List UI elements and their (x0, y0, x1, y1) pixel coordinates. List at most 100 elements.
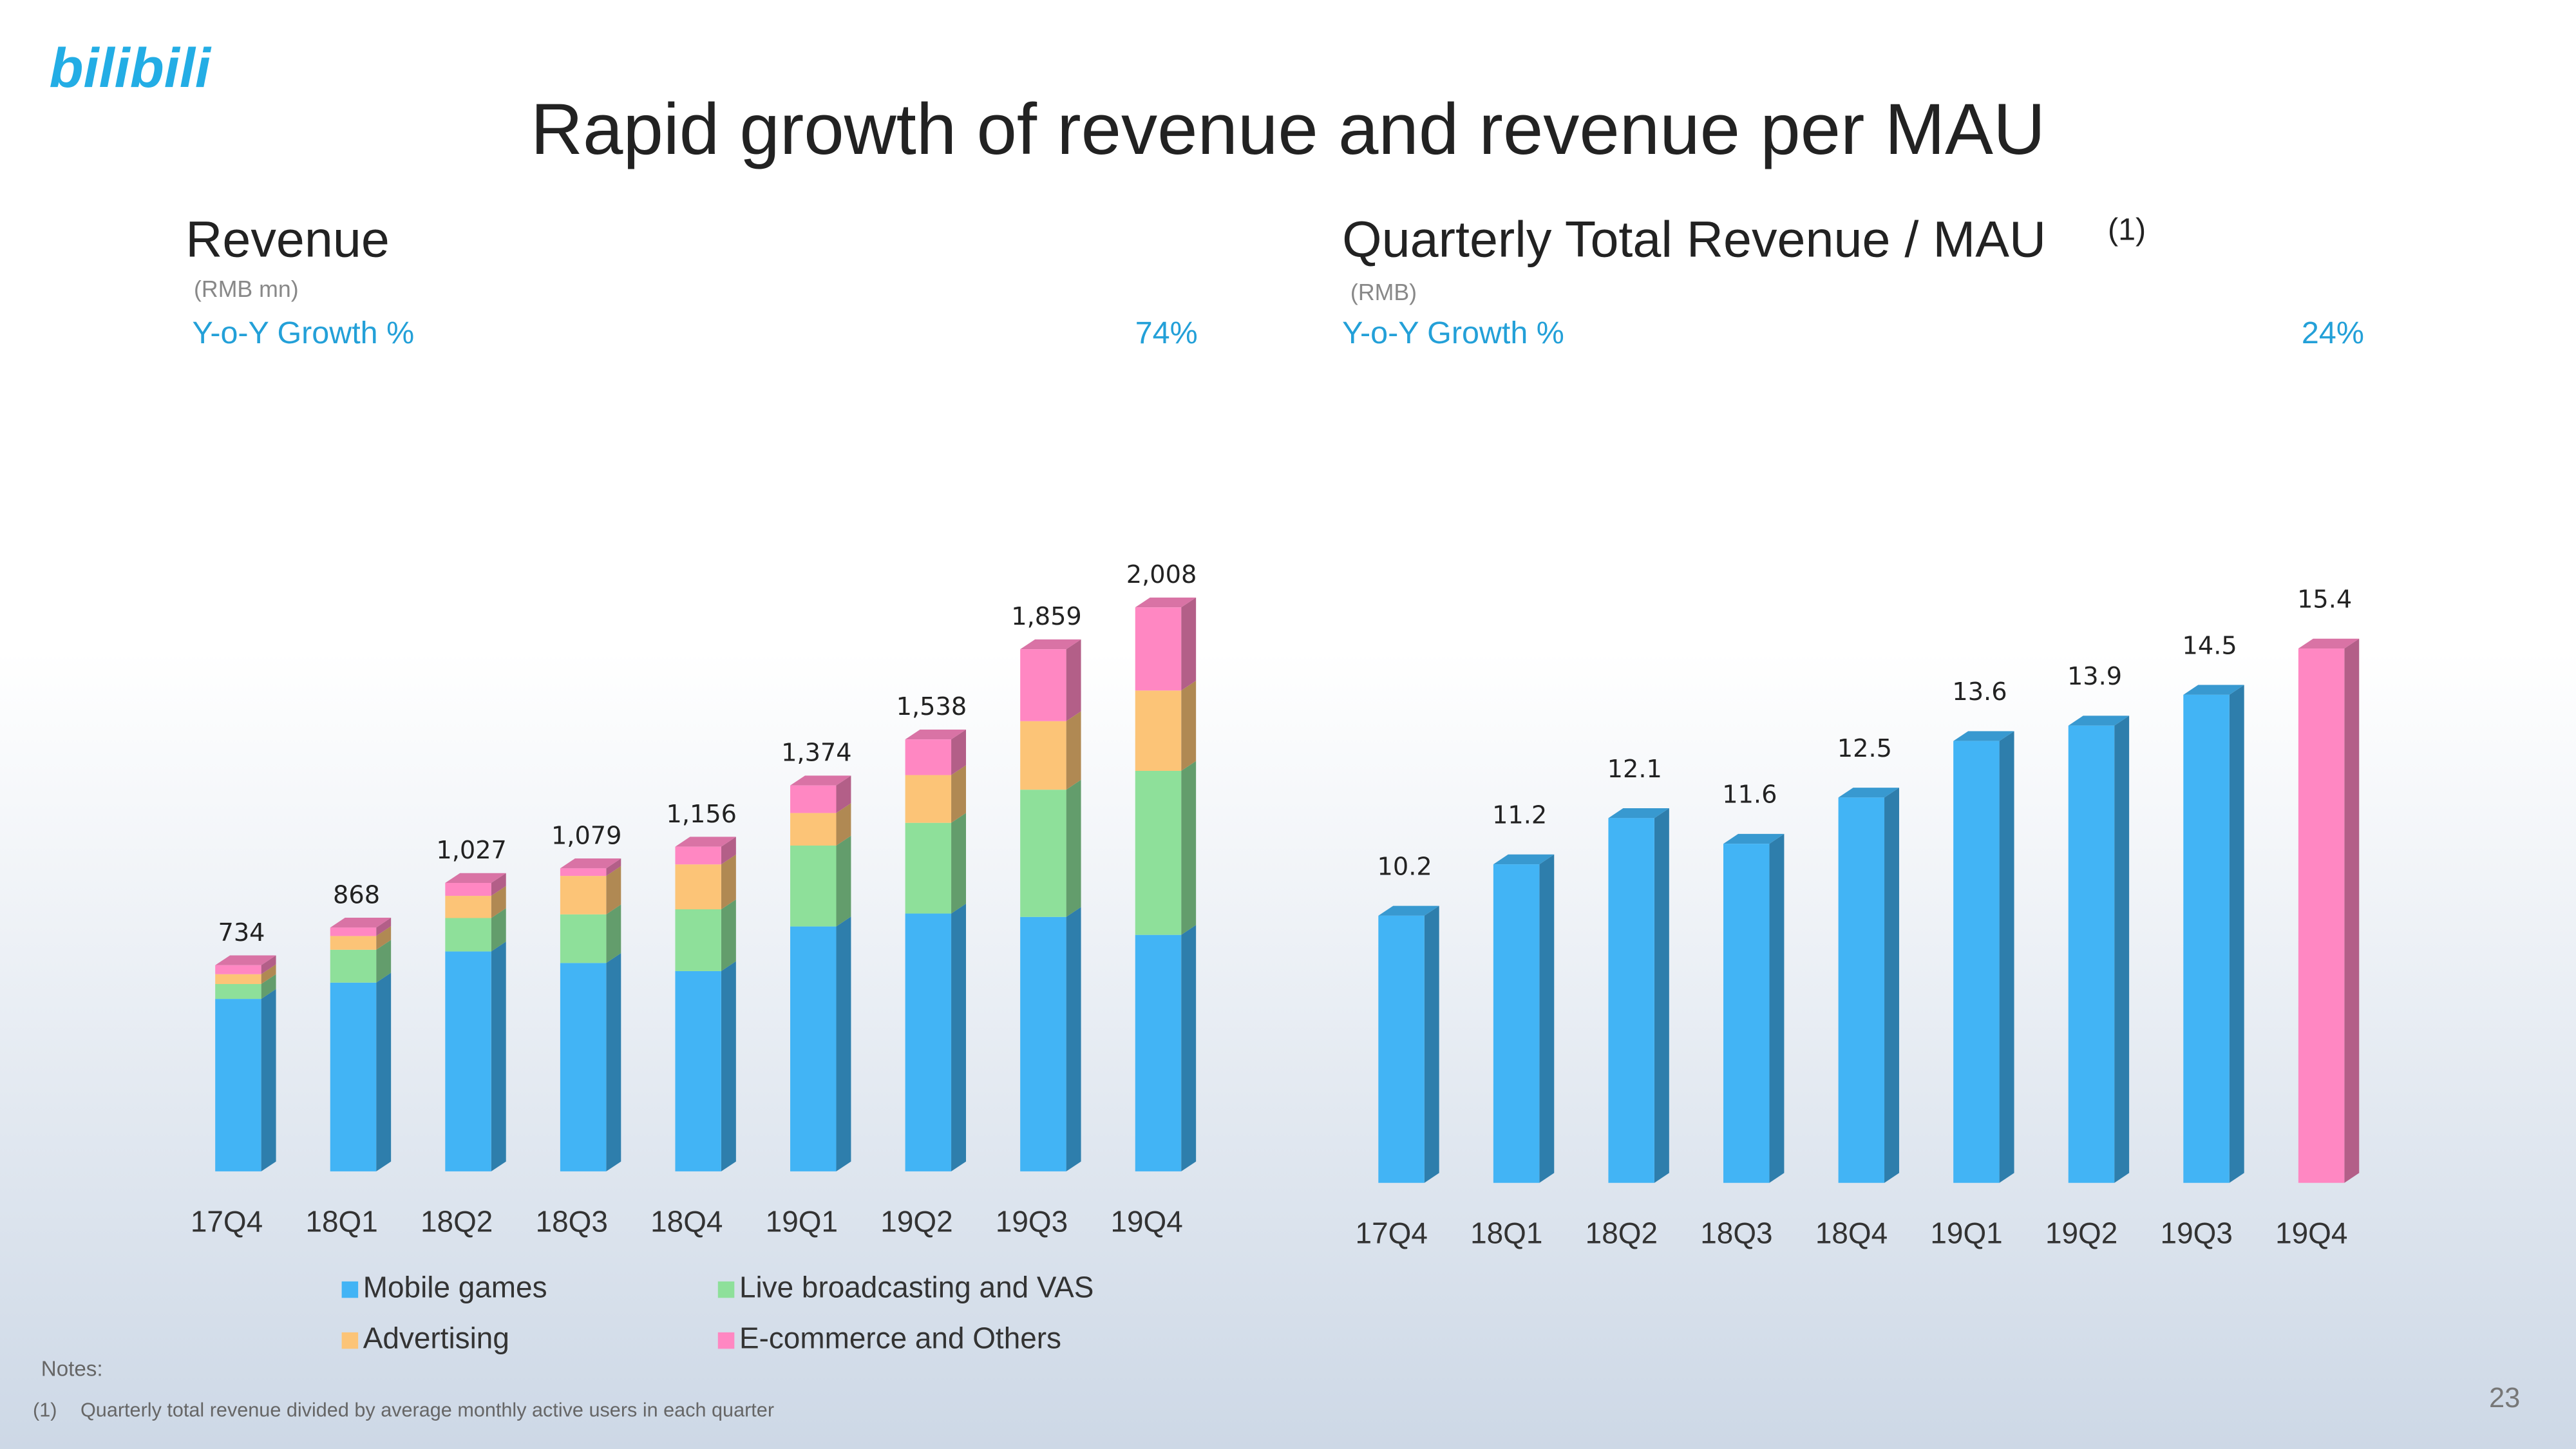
bar-side (836, 916, 851, 1171)
bar (215, 983, 261, 999)
bar-side (2344, 638, 2360, 1183)
bar (445, 896, 491, 918)
bar-side (376, 940, 392, 983)
x-tick-label: 18Q2 (1586, 1216, 1658, 1249)
growth-label: Y-o-Y Growth % (192, 316, 414, 350)
bar (905, 913, 952, 1171)
bar (790, 785, 837, 813)
value-label: 15.4 (2297, 585, 2352, 614)
bar-side (261, 964, 276, 984)
bar-side (2229, 685, 2244, 1183)
bar (675, 846, 721, 865)
bar-side (1999, 731, 2014, 1183)
total-label: 1,079 (551, 821, 622, 850)
title-note: (1) (2108, 212, 2146, 247)
bar (675, 864, 721, 909)
bar (2183, 694, 2230, 1183)
bar-side (606, 858, 621, 876)
value-label: 10.2 (1378, 852, 1432, 881)
x-tick-label: 18Q4 (1815, 1216, 1888, 1249)
bar (1020, 790, 1066, 917)
bar-side (491, 886, 506, 918)
bar-side (376, 972, 392, 1171)
x-tick-label: 19Q1 (766, 1205, 838, 1238)
value-label: 11.6 (1722, 781, 1777, 810)
bar (560, 963, 607, 1171)
value-label: 13.9 (2067, 662, 2122, 691)
total-label: 1,374 (781, 739, 852, 768)
slide-title: Rapid growth of revenue and revenue per … (531, 88, 2045, 169)
chart-title: Revenue (185, 210, 390, 267)
bar (1135, 690, 1182, 771)
bar (790, 926, 837, 1171)
bar-side (1066, 779, 1081, 917)
total-label: 2,008 (1126, 560, 1197, 589)
bar-side (376, 918, 392, 936)
bar-side (376, 926, 392, 950)
x-tick-label: 19Q2 (880, 1205, 952, 1238)
unit: (RMB) (1350, 279, 1417, 305)
bar (330, 927, 377, 936)
value-label: 12.1 (1607, 755, 1662, 784)
bar (560, 876, 607, 914)
bar-side (721, 837, 736, 865)
bar-side (491, 873, 506, 896)
bar-top (1135, 597, 1197, 608)
bar-top (1723, 833, 1785, 844)
legend-label: E-commerce and Others (739, 1321, 1061, 1355)
legend-swatch (341, 1281, 359, 1298)
bar (2068, 725, 2115, 1183)
bar (675, 971, 721, 1171)
bar-side (836, 775, 851, 813)
bar-side (1181, 761, 1197, 935)
total-label: 1,156 (667, 800, 737, 829)
bar (215, 965, 261, 974)
bar (1953, 741, 2000, 1183)
bar (1135, 770, 1182, 935)
bar-top (2183, 685, 2244, 695)
x-tick-label: 19Q2 (2045, 1216, 2117, 1249)
bar-top (1493, 854, 1555, 865)
value-label: 12.5 (1837, 734, 1892, 763)
bar-side (1181, 597, 1197, 691)
x-tick-label: 19Q3 (996, 1205, 1068, 1238)
bar-top (330, 918, 392, 928)
bar-side (951, 813, 966, 914)
bar (330, 936, 377, 950)
bar (675, 909, 721, 971)
bar-side (606, 904, 621, 963)
bar (790, 813, 837, 846)
bar (560, 914, 607, 963)
growth-value: 24% (2302, 316, 2364, 350)
bar (1493, 864, 1540, 1183)
bar (445, 951, 491, 1171)
x-tick-label: 19Q3 (2161, 1216, 2233, 1249)
bar-top (215, 955, 276, 965)
bar (1020, 916, 1066, 1171)
bar-side (1424, 905, 1439, 1183)
total-label: 1,027 (436, 836, 507, 865)
bar-side (1181, 680, 1197, 771)
value-label: 11.2 (1492, 801, 1547, 830)
bar (215, 999, 261, 1171)
total-label: 1,859 (1011, 602, 1082, 631)
total-label: 734 (218, 918, 265, 947)
bar (1838, 797, 1885, 1183)
bar-side (721, 961, 736, 1171)
unit: (RMB mn) (194, 276, 299, 302)
bar-side (491, 942, 506, 1171)
legend-swatch (341, 1332, 359, 1349)
x-tick-label: 17Q4 (191, 1205, 263, 1238)
legend-label: Live broadcasting and VAS (739, 1271, 1094, 1304)
bar-side (1066, 711, 1081, 790)
notes-heading: Notes: (41, 1357, 103, 1381)
chart-title: Quarterly Total Revenue / MAU (1342, 210, 2046, 267)
bar (560, 868, 607, 876)
bar-side (1066, 639, 1081, 721)
bar-top (905, 729, 966, 740)
x-tick-label: 18Q2 (421, 1205, 493, 1238)
bar (1723, 844, 1770, 1183)
bar-side (836, 803, 851, 846)
legend-label: Advertising (363, 1321, 509, 1355)
bar-top (560, 858, 621, 869)
